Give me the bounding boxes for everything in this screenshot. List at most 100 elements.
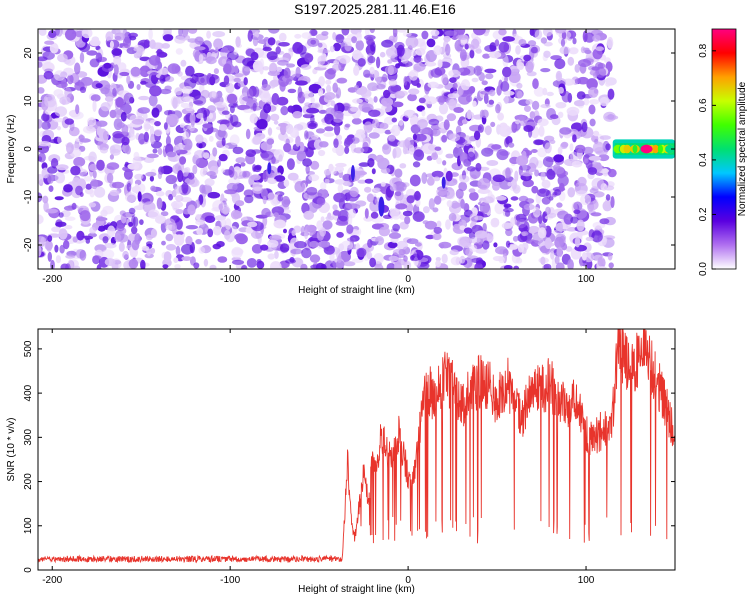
spectrogram-noise-blob (279, 32, 287, 42)
spectrogram-noise-blob (303, 90, 314, 99)
spectrogram-noise-blob (138, 133, 146, 145)
spectrogram-noise-blob (218, 153, 228, 162)
spectrogram-noise-blob (56, 126, 61, 131)
spectrogram-noise-blob (103, 62, 112, 69)
spectrogram-noise-blob (504, 76, 509, 83)
spectrogram-noise-blob (324, 126, 334, 132)
spectrogram-noise-blob (202, 123, 213, 129)
spectrogram-noise-blob (143, 120, 151, 132)
spectrogram-noise-blob (187, 172, 195, 180)
spectrogram-noise-blob (92, 170, 97, 179)
spectrogram-noise-blob (364, 178, 374, 184)
spectrogram-noise-blob (413, 62, 426, 72)
spectrogram-noise-blob (544, 237, 552, 249)
spectrogram-noise-blob (195, 219, 205, 226)
spectrogram-noise-blob (79, 52, 85, 64)
spectrogram-noise-blob (369, 29, 375, 34)
spectrogram-noise-blob (267, 70, 280, 76)
spectrogram-noise-blob (432, 207, 439, 213)
spectrogram-noise-blob (346, 224, 354, 234)
y-tick-label: 10 (23, 95, 34, 107)
spectrogram-noise-blob (459, 175, 470, 183)
spectrogram-noise-blob (567, 259, 574, 269)
spectrogram-noise-blob (605, 143, 611, 151)
spectrogram-noise-blob (66, 142, 74, 155)
spectrogram-noise-blob (574, 236, 581, 248)
spectrogram-noise-blob (106, 162, 120, 170)
spectrogram-noise-blob (402, 31, 412, 37)
spectrogram-noise-blob (605, 115, 619, 120)
spectrogram-noise-blob (116, 224, 125, 232)
spectrogram-noise-blob (428, 118, 440, 126)
snr-y-tick-label: 200 (23, 473, 34, 490)
spectrogram-noise-blob (276, 96, 289, 106)
spectrogram-noise-blob (453, 107, 464, 113)
spectrogram-noise-blob (198, 246, 206, 254)
spectrogram-noise-blob (152, 148, 158, 154)
spectrogram-noise-blob (122, 36, 132, 49)
spectrogram-noise-blob (300, 263, 308, 269)
spectrogram-noise-blob (491, 144, 502, 150)
spectrogram-noise-blob (88, 151, 97, 164)
spectrogram-noise-blob (209, 264, 217, 269)
spectrogram-noise-blob (182, 86, 193, 95)
spectrogram-noise-blob (337, 255, 342, 263)
spectrogram-noise-blob (464, 43, 469, 50)
spectrogram-noise-blob (391, 117, 397, 123)
spectrogram-noise-blob (557, 146, 563, 155)
spectrogram-noise-blob (64, 225, 73, 230)
spectrogram-noise-blob (92, 100, 97, 112)
spectrogram-noise-blob (252, 181, 263, 192)
spectrogram-noise-blob (155, 190, 165, 197)
colorbar: 0.0 0.2 0.4 0.6 0.8 Normalized spectral ampli… (698, 28, 748, 276)
spectrogram-noise-blob (47, 251, 52, 262)
spectrogram-noise-blob (572, 37, 577, 45)
spectrogram-noise-blob (534, 169, 540, 177)
spectrogram-noise-blob (389, 232, 401, 239)
spectrogram-noise-blob (448, 69, 461, 78)
spectrogram-noise-blob (173, 234, 185, 246)
spectrogram-noise-blob (322, 220, 333, 230)
spectrogram-noise-blob (148, 72, 160, 82)
spectrogram-noise-blob (175, 231, 184, 236)
spectrogram-noise-blob (44, 96, 57, 108)
spectrogram-noise-blob (388, 79, 398, 87)
spectrogram-noise-blob (463, 203, 470, 212)
spectrogram-noise-blob (580, 46, 586, 54)
spectrogram-noise-blob (482, 196, 494, 204)
spectrogram-noise-blob (387, 65, 394, 76)
spectrogram-noise-blob (309, 240, 319, 248)
spectrogram-noise-blob (492, 182, 500, 191)
spectrogram-noise-blob (79, 138, 91, 143)
spectrogram-noise-blob (320, 216, 325, 223)
spectrogram-noise-blob (516, 90, 523, 99)
spectrogram-noise-blob (425, 234, 435, 240)
spectrogram-noise-blob (369, 257, 376, 268)
spectrogram-noise-blob (485, 73, 494, 80)
spectrogram-noise-blob (378, 226, 390, 237)
spectrogram-noise-blob (449, 249, 459, 256)
spectrogram-noise-blob (269, 80, 277, 89)
spectrogram-noise-blob (273, 212, 279, 218)
spectrogram-noise-blob (434, 146, 442, 151)
spectrogram-noise-blob (215, 129, 228, 141)
spectrogram-noise-blob (392, 29, 398, 38)
spectrogram-noise-blob (334, 123, 341, 136)
spectrogram-noise-blob (44, 109, 51, 115)
spectrogram-noise-blob (448, 133, 461, 142)
spectrogram-noise-blob (546, 91, 554, 97)
spectrogram-noise-blob (198, 143, 203, 149)
spectrogram-noise-blob (232, 210, 243, 219)
spectrogram-noise-blob (283, 143, 292, 153)
spectrogram-noise-blob (295, 80, 308, 86)
spectrogram-noise-blob (100, 102, 111, 112)
spectrogram-noise-blob (444, 30, 458, 36)
spectrogram-noise-blob (217, 256, 228, 263)
spectrogram-noise-blob (270, 113, 280, 122)
spectrogram-noise-blob (380, 167, 391, 174)
spectrogram-noise-blob (432, 233, 442, 241)
colorbar-tick-label: 0.6 (698, 98, 709, 112)
spectrogram-noise-blob (517, 62, 525, 70)
spectrogram-noise-blob (229, 105, 235, 114)
spectrogram-noise-blob (514, 119, 521, 125)
